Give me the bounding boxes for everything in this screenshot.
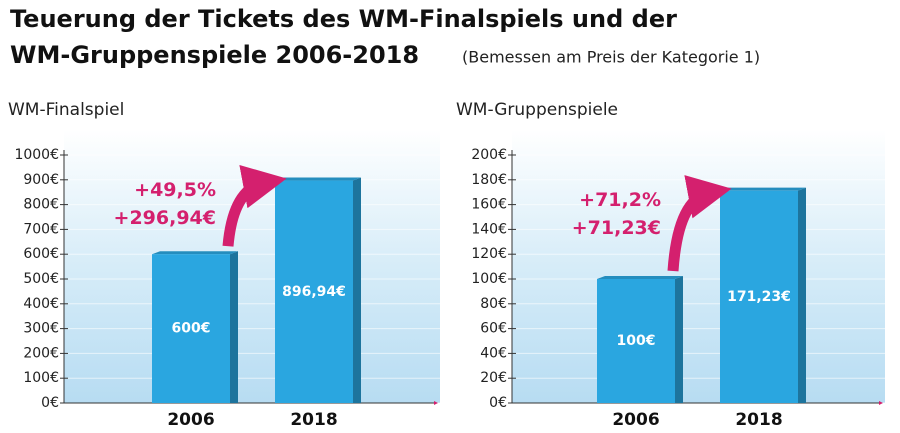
y-tick-label: 600€ [23,246,59,262]
bar [597,279,675,403]
y-tick-label: 400€ [23,296,59,312]
annotation: +49,5% [134,179,216,201]
y-tick-label: 60€ [480,321,507,337]
x-tick-label: 2018 [290,410,337,430]
chart-title: WM-Gruppenspiele [456,100,618,120]
y-tick-label: 160€ [471,197,507,213]
x-tick-label: 2006 [612,410,659,430]
x-tick-label: 2006 [167,410,214,430]
y-tick-label: 0€ [489,395,507,411]
value-label: 896,94€ [282,284,346,300]
y-tick-label: 140€ [471,221,507,237]
y-tick-label: 200€ [23,345,59,361]
bar-side [798,187,806,403]
title-line: WM-Gruppenspiele 2006-2018 [10,41,419,69]
plot-background [512,130,885,403]
value-label: 100€ [617,333,656,349]
y-tick-label: 20€ [480,370,507,386]
annotation: +71,23€ [572,217,661,239]
growth-arrow [667,175,732,272]
y-tick-label: 180€ [471,172,507,188]
y-tick-label: 120€ [471,246,507,262]
bar-side [675,276,683,403]
bar-top [275,177,361,181]
bar-top [720,187,806,191]
y-tick-label: 40€ [480,345,507,361]
y-tick-label: 500€ [23,271,59,287]
y-tick-label: 700€ [23,221,59,237]
y-tick-label: 100€ [471,271,507,287]
title-line: Teuerung der Tickets des WM-Finalspiels … [10,5,677,33]
bar [152,254,230,403]
x-tick-label: 2018 [735,410,782,430]
chart-title: WM-Finalspiel [8,100,124,120]
plot-background [64,130,440,403]
bar-side [230,251,238,403]
bar [720,190,798,403]
value-label: 600€ [172,321,211,337]
growth-arrow [222,165,287,247]
subtitle: (Bemessen am Preis der Kategorie 1) [462,48,760,67]
bar [275,180,353,403]
value-label: 171,23€ [727,289,791,305]
y-tick-label: 0€ [41,395,59,411]
bar-top [152,251,238,255]
annotation: +71,2% [579,189,661,211]
y-tick-label: 100€ [23,370,59,386]
y-tick-label: 300€ [23,321,59,337]
bar-side [353,177,361,403]
y-tick-label: 900€ [23,172,59,188]
y-tick-label: 80€ [480,296,507,312]
annotation: +296,94€ [114,207,216,229]
bar-top [597,276,683,279]
y-tick-label: 200€ [471,147,507,163]
y-tick-label: 800€ [23,197,59,213]
y-tick-label: 1000€ [14,147,59,163]
